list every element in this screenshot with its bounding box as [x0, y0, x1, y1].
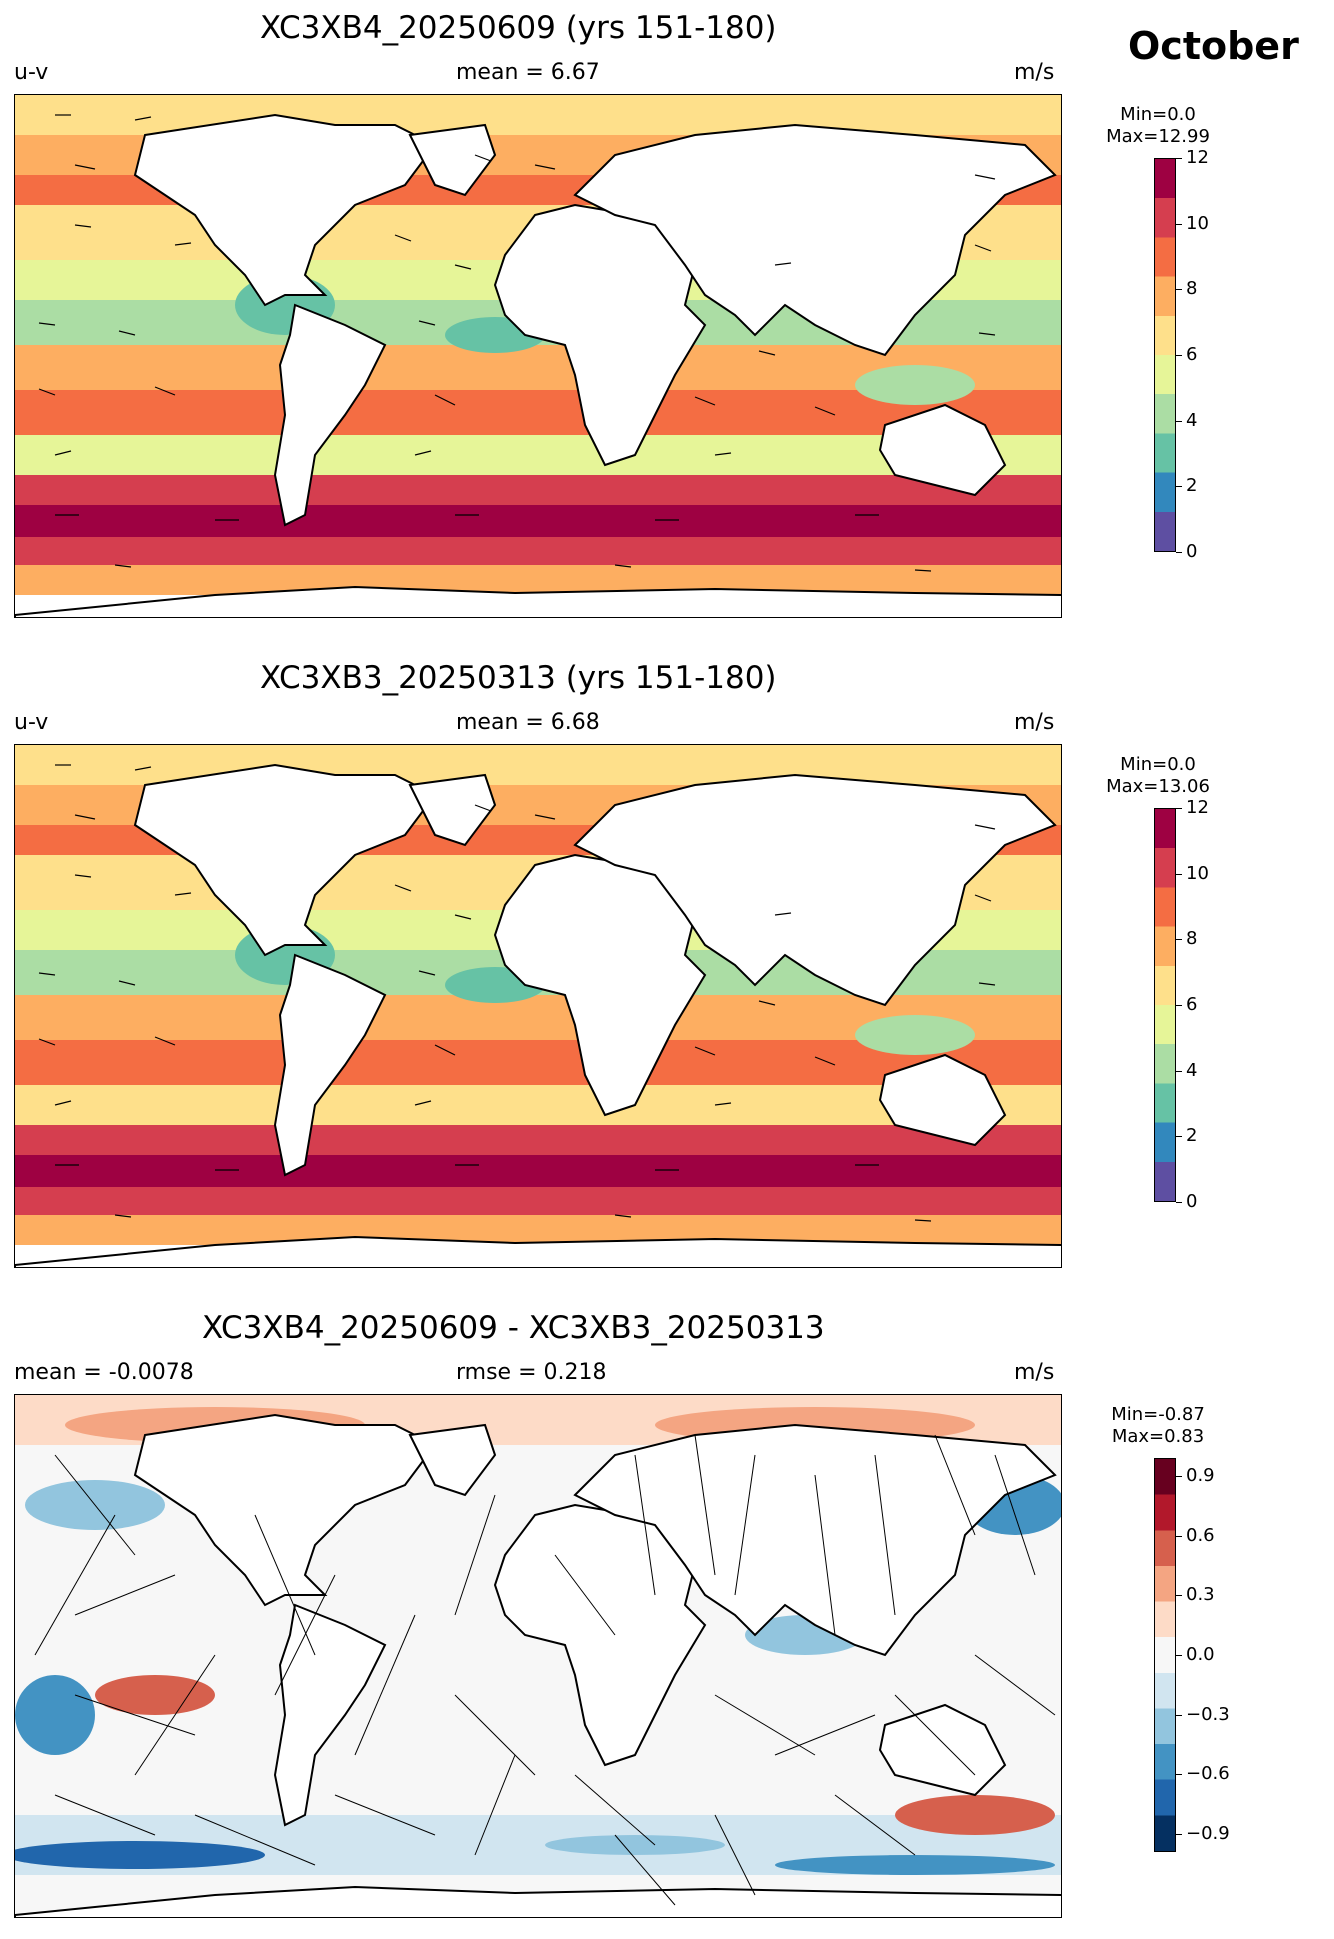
colorbar-tick-mark — [1176, 158, 1182, 159]
colorbar-tick-label: 10 — [1186, 212, 1209, 234]
panel1-wind-arrows — [38, 114, 996, 572]
colorbar-tick-label: −0.6 — [1186, 1763, 1230, 1785]
colorbar-tick-mark — [1176, 1655, 1182, 1656]
colorbar-tick-label: 12 — [1186, 147, 1209, 168]
panel3-colorbar — [1154, 1458, 1176, 1852]
colorbar-tick-mark — [1176, 223, 1182, 225]
panel1-title: XC3XB4_20250609 (yrs 151-180) — [260, 10, 777, 46]
colorbar-tick-mark — [1176, 939, 1182, 941]
panel2-colorbar — [1154, 808, 1176, 1202]
colorbar-tick-label: 4 — [1186, 1059, 1198, 1081]
colorbar-tick-label: 0.3 — [1186, 1584, 1215, 1606]
colorbar-tick-mark — [1176, 1535, 1182, 1537]
panel1-map-svg — [15, 95, 1061, 617]
colorbar-tick-mark — [1176, 355, 1182, 356]
panel2-map-svg — [15, 745, 1061, 1267]
colorbar-tick-mark — [1176, 1475, 1182, 1477]
panel1-right-label: m/s — [1014, 60, 1055, 85]
colorbar-tick-label: 12 — [1186, 797, 1209, 818]
panel1-max-stat: Max=12.99 — [1106, 126, 1210, 147]
colorbar-tick-label: 4 — [1186, 409, 1198, 431]
colorbar-tick-label: 0.0 — [1186, 1644, 1215, 1665]
colorbar-tick-label: 10 — [1186, 862, 1209, 884]
panel3-min-stat: Min=-0.87 — [1111, 1404, 1205, 1425]
colorbar-tick-label: 6 — [1186, 994, 1198, 1015]
panel2-max-stat: Max=13.06 — [1106, 776, 1210, 797]
colorbar-tick-label: 8 — [1186, 278, 1198, 300]
colorbar-tick-label: 2 — [1186, 475, 1198, 497]
panel2-center-label: mean = 6.68 — [456, 710, 600, 735]
panel2-min-stat: Min=0.0 — [1120, 754, 1196, 775]
panel3-map-svg — [15, 1395, 1061, 1917]
panel1-colorbar — [1154, 158, 1176, 552]
colorbar-tick-mark — [1176, 808, 1182, 809]
colorbar-tick-mark — [1176, 420, 1182, 422]
colorbar-tick-label: 0 — [1186, 541, 1198, 562]
colorbar-tick-label: 0.6 — [1186, 1524, 1215, 1546]
panel1-center-label: mean = 6.67 — [456, 60, 600, 85]
colorbar-tick-mark — [1176, 1005, 1182, 1006]
colorbar-tick-mark — [1176, 873, 1182, 875]
colorbar-tick-mark — [1176, 1834, 1182, 1836]
panel2-left-label: u-v — [14, 710, 49, 735]
panel1-left-label: u-v — [14, 60, 49, 85]
panel1-min-stat: Min=0.0 — [1120, 104, 1196, 125]
colorbar-tick-mark — [1176, 1202, 1182, 1203]
panel3-left-label: mean = -0.0078 — [14, 1360, 194, 1385]
colorbar-tick-label: −0.3 — [1186, 1703, 1230, 1725]
colorbar-tick-mark — [1176, 289, 1182, 291]
colorbar-tick-label: 8 — [1186, 928, 1198, 950]
colorbar-tick-mark — [1176, 486, 1182, 488]
panel3-difference-arrows — [34, 1434, 1056, 1906]
colorbar-tick-mark — [1176, 1070, 1182, 1072]
colorbar-tick-mark — [1176, 1774, 1182, 1776]
colorbar-tick-mark — [1176, 1714, 1182, 1716]
colorbar-tick-label: 6 — [1186, 344, 1198, 365]
colorbar-tick-mark — [1176, 1136, 1182, 1138]
colorbar-tick-label: 0.9 — [1186, 1464, 1215, 1486]
colorbar-tick-mark — [1176, 1595, 1182, 1597]
panel3-map — [14, 1394, 1062, 1918]
colorbar-tick-label: −0.9 — [1186, 1823, 1230, 1845]
panel2-map — [14, 744, 1062, 1268]
colorbar-tick-label: 0 — [1186, 1191, 1198, 1212]
colorbar-tick-label: 2 — [1186, 1125, 1198, 1147]
month-heading: October — [1128, 24, 1299, 68]
panel2-wind-arrows — [38, 764, 996, 1222]
panel3-max-stat: Max=0.83 — [1111, 1426, 1205, 1447]
colorbar-tick-mark — [1176, 552, 1182, 553]
panel2-title: XC3XB3_20250313 (yrs 151-180) — [260, 660, 777, 696]
panel1-map — [14, 94, 1062, 618]
panel2-right-label: m/s — [1014, 710, 1055, 735]
panel3-title: XC3XB4_20250609 - XC3XB3_20250313 — [202, 1310, 825, 1346]
panel3-right-label: m/s — [1014, 1360, 1055, 1385]
panel3-center-label: rmse = 0.218 — [456, 1360, 607, 1385]
